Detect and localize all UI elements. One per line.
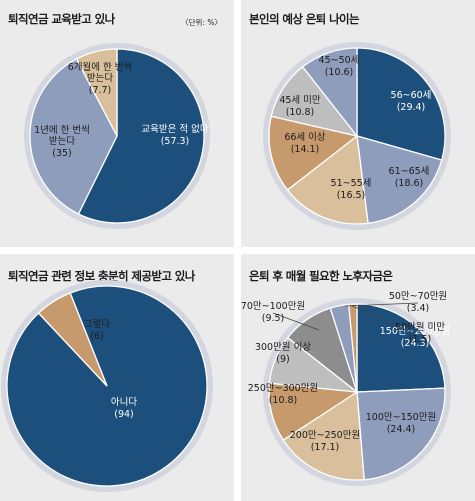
slice-label: 교육받은 적 없다 — [141, 123, 208, 135]
slice-value: (10.8) — [269, 395, 298, 406]
leader-line — [351, 305, 421, 335]
slice-value: (16.5) — [337, 190, 366, 201]
slice-value: (9) — [276, 354, 289, 365]
slice-value: (10.8) — [286, 107, 315, 118]
slice-label: 1년에 한 번씩 받는다 — [34, 125, 90, 147]
slice-value: (14.1) — [291, 144, 320, 155]
pie-chart: 56~60세(29.4) 61~65세(18.6) 51~55세(16.5) 66세 … — [263, 42, 451, 230]
pie-slice — [29, 58, 118, 215]
pie-slice — [356, 47, 446, 161]
slice-label: 아니다 — [111, 397, 137, 408]
pie-slice — [268, 115, 359, 191]
pie-slice — [286, 134, 369, 225]
pie-slice — [75, 48, 118, 137]
slice-label: 150만~200만원 — [380, 326, 450, 337]
chart-panel-pension-info: 퇴직연금 관련 정보 충분히 제공받고 있나 아니다 (94) 그렇다 (6) — [0, 254, 234, 501]
slice-label: 그렇다 — [84, 319, 110, 330]
slice-value: (57.3) — [161, 136, 190, 147]
chart-title: 퇴직연금 관련 정보 충분히 제공받고 있나 — [8, 269, 195, 283]
slice-label: 50만~70만원 — [389, 291, 447, 302]
slice-label: 70만~100만원 — [241, 301, 305, 312]
slice-value: (17.1) — [311, 442, 340, 453]
slice-label: 300만원 이상 — [255, 342, 311, 353]
slice-value: (24.3) — [401, 338, 430, 349]
pie-slice — [301, 47, 358, 138]
pie-slice — [37, 292, 108, 387]
slice-label: 100만~150만원 — [366, 412, 436, 423]
slice-value: (35) — [52, 148, 72, 159]
slice-label: 6개월에 한 번씩 받는다 — [68, 61, 133, 84]
slice-value: (6) — [90, 331, 103, 342]
slice-label: 56~60세 — [391, 90, 432, 101]
pie-slice — [356, 387, 446, 481]
slice-label: 50만원 미만 — [395, 322, 445, 333]
slice-value: (9.5) — [262, 313, 285, 324]
slice-label: 250만~300만원 — [248, 383, 318, 394]
unit-label: 〈단위: %〉 — [181, 18, 222, 27]
slice-value: (1.5) — [409, 334, 432, 345]
pie-chart: 아니다(94) 그렇다(6) — [1, 280, 213, 492]
leader-line — [344, 302, 419, 307]
pie-chart: 교육받은 적 없다(57.3) 1년에 한 번씩 받는다(35) 6개월에 한 번씩 받… — [24, 43, 210, 229]
pie-slice — [77, 48, 205, 224]
chart-panel-retirement-age: 본인의 예상 은퇴 나이는 56~60세 (29.4) 61~65세 (18.6) 51… — [241, 0, 475, 247]
chart-title: 퇴직연금 교육받고 있나 — [8, 12, 115, 26]
pie-chart: 150만~200만원(24.3) 100만~150만원(24.4) 200만~250… — [241, 291, 451, 486]
pie-slice — [348, 303, 358, 393]
slice-label: 51~55세 — [331, 178, 372, 189]
pie-slice — [356, 135, 443, 225]
chart-panel-pension-education: 퇴직연금 교육받고 있나 〈단위: %〉 교육받은 적 없다 (57.3) 1년에 … — [0, 0, 234, 247]
slice-value: (7.7) — [89, 85, 112, 96]
leader-line — [272, 312, 320, 331]
slice-value: (24.4) — [387, 424, 416, 435]
slice-label: 66세 이상 — [284, 132, 326, 143]
slice-value: (10.6) — [325, 67, 354, 78]
chart-title: 은퇴 후 매월 필요한 노후자금은 — [249, 269, 393, 283]
slice-value: (94) — [114, 409, 134, 420]
slice-label: 45세 미만 — [279, 95, 321, 106]
chart-panel-monthly-funds: 은퇴 후 매월 필요한 노후자금은 150만~200만원 (24.3) 100만~1… — [241, 254, 475, 501]
slice-value: (29.4) — [397, 102, 426, 113]
slice-label: 61~65세 — [389, 166, 430, 177]
slice-label: 200만~250만원 — [290, 430, 360, 441]
slice-label: 45~50세 — [319, 55, 360, 66]
pie-slice — [282, 390, 365, 481]
slice-value: (18.6) — [395, 178, 424, 189]
slice-value: (3.4) — [407, 303, 430, 314]
chart-title: 본인의 예상 은퇴 나이는 — [249, 12, 360, 26]
